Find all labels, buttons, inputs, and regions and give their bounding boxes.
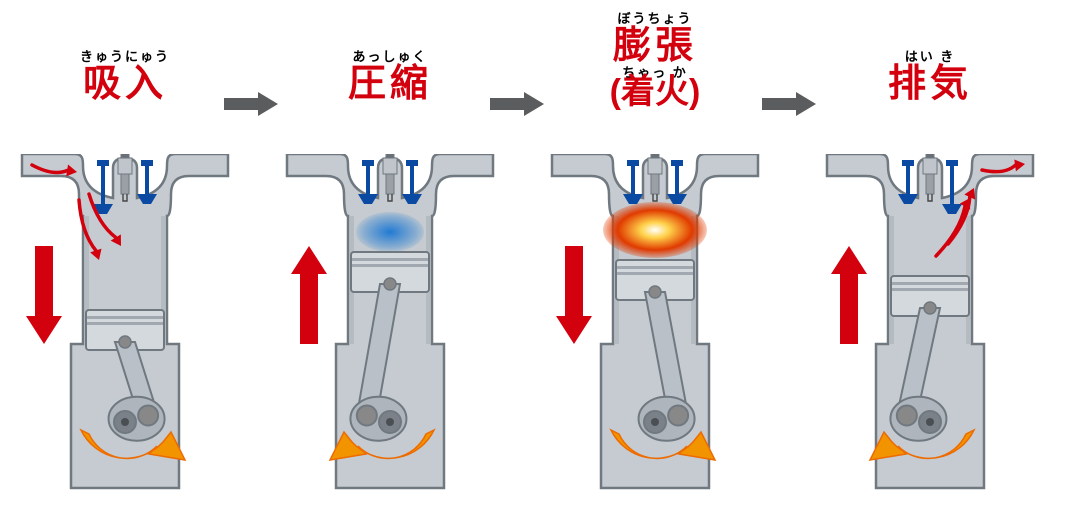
engine-intake — [20, 154, 230, 524]
stage-intake: きゅうにゅう吸入 — [20, 0, 230, 524]
engine-exhaust — [825, 154, 1035, 524]
stage-label: きゅうにゅう吸入 — [20, 50, 230, 106]
stage-ruby: あっしゅく — [285, 50, 495, 64]
stage-sub-label: (着火) — [550, 74, 760, 111]
stage-main-label: 吸入 — [20, 64, 230, 106]
flow-arrow-icon — [488, 90, 546, 118]
stage-main-label: 排気 — [825, 64, 1035, 106]
stage-ruby: はい き — [825, 50, 1035, 64]
stage-compression: あっしゅく圧縮 — [285, 0, 495, 524]
stage-main-label: 圧縮 — [285, 64, 495, 106]
stage-exhaust: はい き排気 — [825, 0, 1035, 524]
stage-combustion: ぼうちょう膨張ちゃっ か(着火) — [550, 0, 760, 524]
engine-combustion — [550, 154, 760, 524]
stage-ruby: ぼうちょう — [550, 12, 760, 26]
stage-ruby: きゅうにゅう — [20, 50, 230, 64]
stage-main-label: 膨張 — [550, 26, 760, 68]
flow-arrow-icon — [760, 90, 818, 118]
stage-label: はい き排気 — [825, 50, 1035, 106]
stage-label: ぼうちょう膨張ちゃっ か(着火) — [550, 12, 760, 112]
flow-arrow-icon — [222, 90, 280, 118]
engine-compression — [285, 154, 495, 524]
four-stroke-diagram: きゅうにゅう吸入あっしゅく圧縮ぼうちょう膨張ちゃっ か(着火)はい き排気 — [0, 0, 1080, 524]
stage-label: あっしゅく圧縮 — [285, 50, 495, 106]
